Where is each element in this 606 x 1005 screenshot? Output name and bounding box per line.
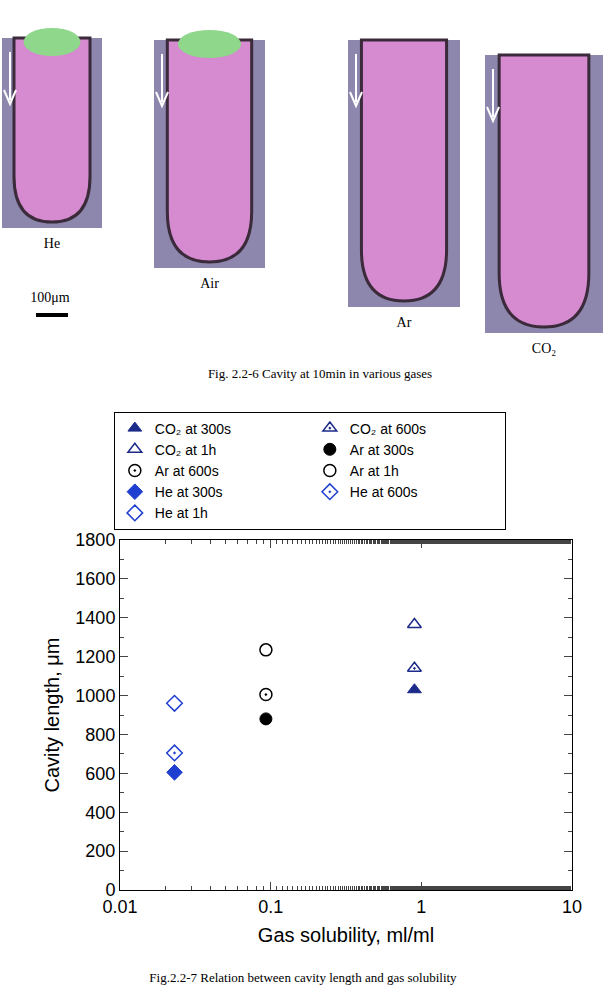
svg-text:0: 0 <box>105 880 115 900</box>
svg-text:Ar: Ar <box>397 315 412 330</box>
svg-text:Ar at 600s: Ar at 600s <box>155 463 219 479</box>
svg-text:CO₂ at 300s: CO₂ at 300s <box>155 421 231 437</box>
svg-text:100μm: 100μm <box>30 290 70 305</box>
svg-text:1400: 1400 <box>75 608 115 628</box>
svg-text:He at 1h: He at 1h <box>155 505 208 521</box>
svg-text:400: 400 <box>85 803 115 823</box>
svg-text:Ar at 300s: Ar at 300s <box>350 442 414 458</box>
svg-text:1600: 1600 <box>75 569 115 589</box>
svg-text:Fig. 2.2-6 Cavity at 10min in: Fig. 2.2-6 Cavity at 10min in various ga… <box>208 366 432 381</box>
svg-text:1800: 1800 <box>75 530 115 550</box>
svg-text:1: 1 <box>416 897 426 917</box>
svg-text:Cavity length, μm: Cavity length, μm <box>41 638 63 793</box>
svg-text:CO₂: CO₂ <box>532 341 556 356</box>
svg-text:Ar at 1h: Ar at 1h <box>350 463 399 479</box>
svg-text:600: 600 <box>85 764 115 784</box>
svg-text:He at 300s: He at 300s <box>155 484 223 500</box>
svg-text:1200: 1200 <box>75 647 115 667</box>
svg-text:CO₂ at 600s: CO₂ at 600s <box>350 421 426 437</box>
svg-text:1000: 1000 <box>75 686 115 706</box>
svg-text:0.01: 0.01 <box>102 897 137 917</box>
svg-text:He: He <box>44 236 60 251</box>
svg-text:Air: Air <box>200 276 219 291</box>
svg-text:0.1: 0.1 <box>258 897 283 917</box>
svg-text:200: 200 <box>85 841 115 861</box>
svg-text:800: 800 <box>85 725 115 745</box>
html-text:Fig.2.2-7 Relation between cav: Fig.2.2-7 Relation between cavity length… <box>149 970 457 985</box>
svg-text:CO₂ at 1h: CO₂ at 1h <box>155 442 216 458</box>
svg-text:Gas solubility, ml/ml: Gas solubility, ml/ml <box>258 924 434 946</box>
svg-text:10: 10 <box>562 897 582 917</box>
svg-text:He at 600s: He at 600s <box>350 484 418 500</box>
